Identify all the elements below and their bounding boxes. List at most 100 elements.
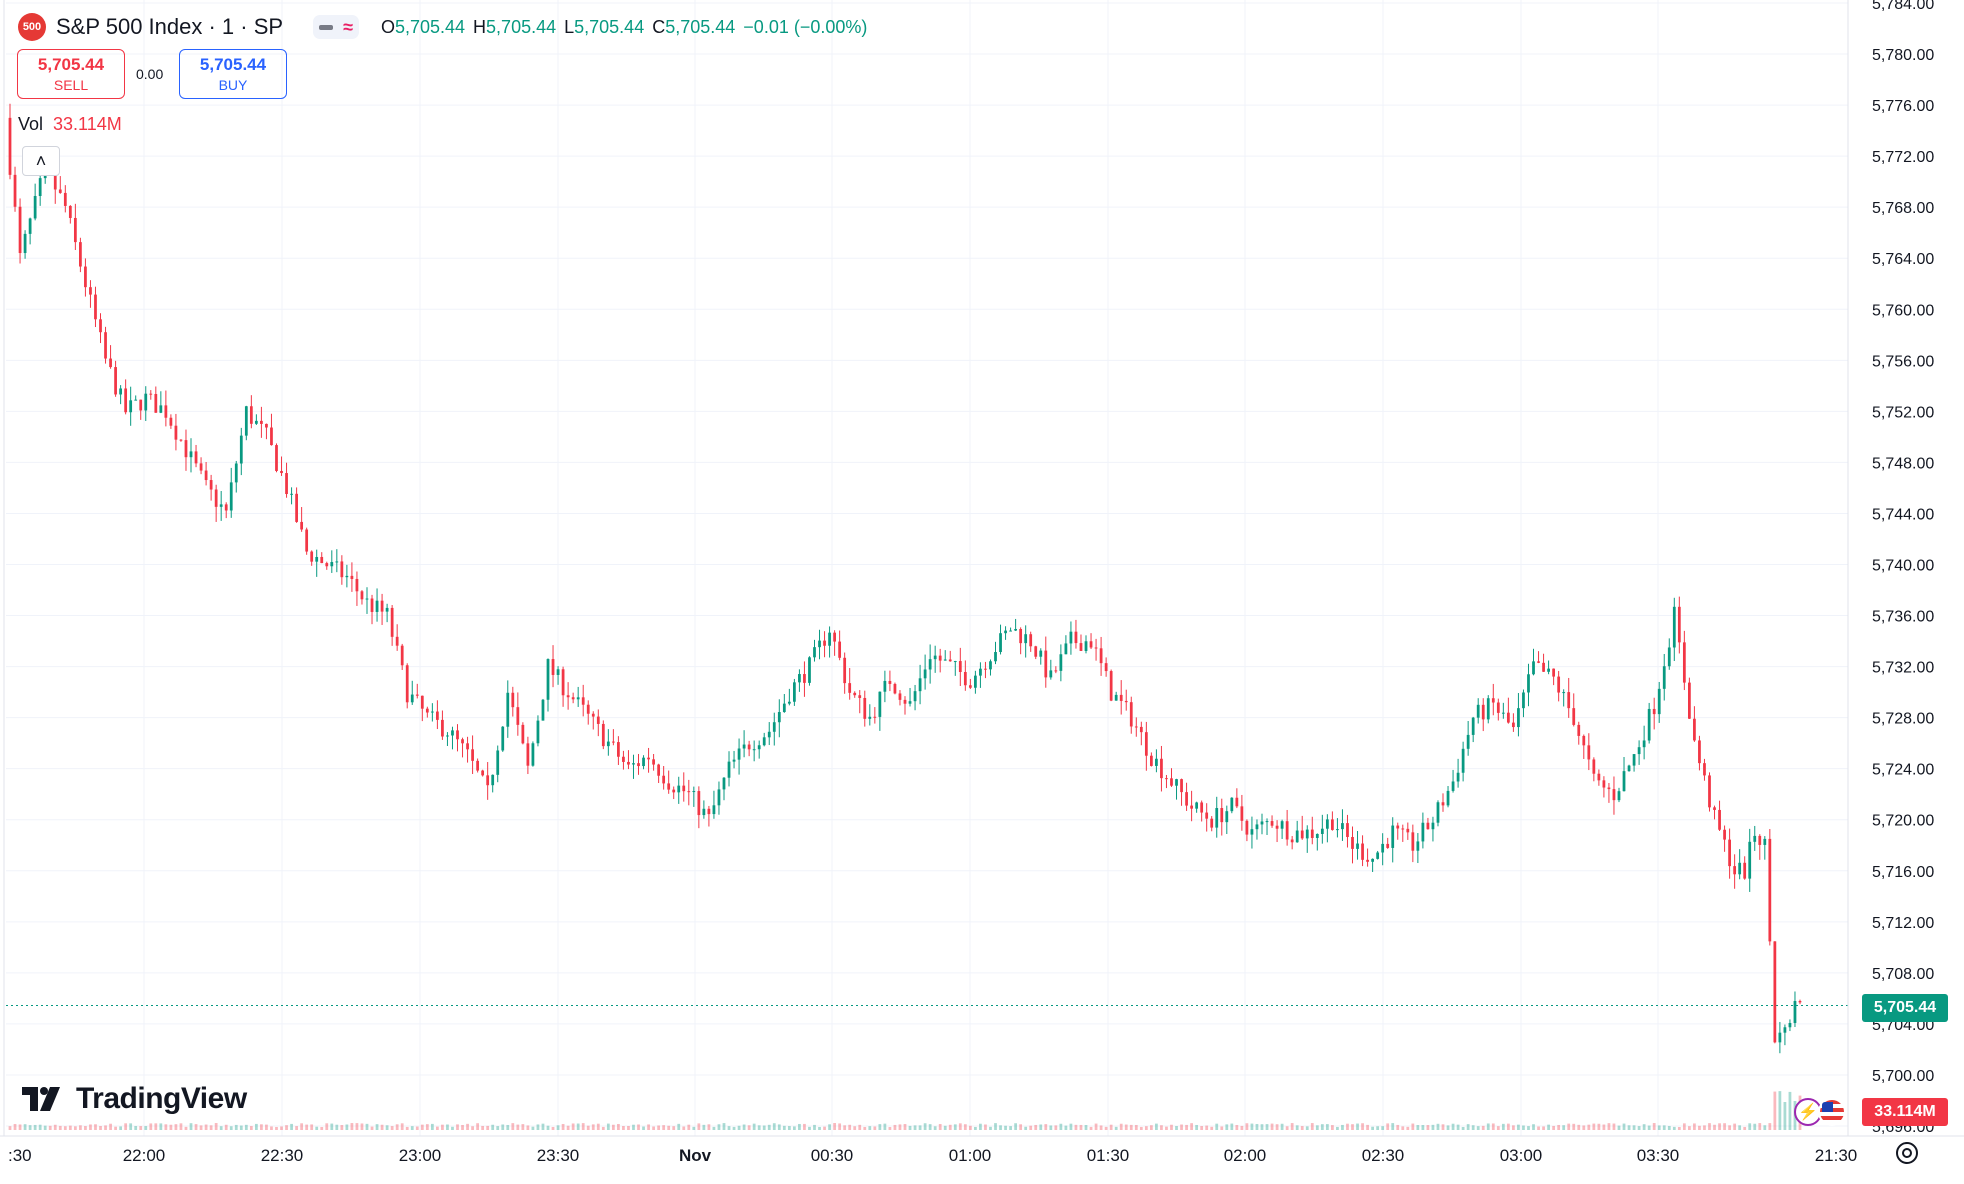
candle-body — [752, 749, 756, 751]
candle-body — [848, 683, 852, 693]
volume-bar — [1547, 1124, 1550, 1130]
minus-icon[interactable] — [319, 24, 334, 30]
candle-body — [1331, 819, 1334, 830]
volume-bar — [1069, 1123, 1073, 1130]
volume-bar — [908, 1125, 912, 1130]
volume-bar — [813, 1124, 816, 1130]
candle-body — [244, 406, 248, 436]
volume-bar — [1491, 1123, 1495, 1130]
candle-body — [1461, 748, 1465, 773]
candle-body — [1411, 832, 1415, 851]
candle-body — [818, 640, 821, 648]
candle-body — [491, 774, 495, 786]
volume-bar — [692, 1126, 696, 1130]
candle-body — [1114, 694, 1118, 701]
volume-bar — [275, 1126, 278, 1130]
volume-legend[interactable]: Vol 33.114M — [18, 114, 122, 135]
volume-bar — [209, 1125, 213, 1130]
collapse-legend-button[interactable]: ˄ — [22, 146, 60, 176]
volume-bar — [596, 1123, 600, 1130]
indicator-toggle[interactable]: ≈ — [313, 15, 359, 39]
volume-bar — [883, 1123, 887, 1130]
candle-body — [843, 657, 847, 684]
volume-bar — [1240, 1125, 1244, 1130]
volume-bar — [18, 1124, 22, 1130]
volume-bar — [999, 1125, 1002, 1130]
volume-bar — [1506, 1123, 1510, 1130]
candle-body — [1426, 822, 1430, 830]
candle-body — [33, 196, 37, 219]
volume-bar — [1024, 1126, 1028, 1130]
candle-body — [441, 719, 444, 737]
tradingview-logo[interactable]: TradingView — [22, 1082, 247, 1116]
candle-body — [1124, 700, 1128, 703]
volume-bar — [868, 1126, 872, 1130]
candle-body — [1019, 628, 1023, 644]
symbol-logo-icon[interactable]: 500 — [18, 13, 46, 41]
x-tick-label: 00:30 — [811, 1146, 854, 1165]
candle-body — [290, 493, 293, 495]
y-tick-label: 5,780.00 — [1872, 47, 1934, 64]
volume-bar — [1004, 1125, 1007, 1130]
volume-bar — [425, 1124, 429, 1130]
volume-bar — [1647, 1125, 1651, 1130]
volume-bar — [471, 1126, 474, 1130]
volume-bar — [637, 1124, 640, 1130]
volume-bar — [1637, 1126, 1641, 1130]
volume-bar — [63, 1126, 67, 1130]
candle-body — [1657, 688, 1661, 715]
symbol-title[interactable]: S&P 500 Index · 1 · SP — [56, 14, 284, 39]
volume-bar — [1200, 1126, 1204, 1130]
candle-body — [28, 218, 32, 234]
y-tick-label: 5,720.00 — [1872, 813, 1934, 830]
volume-bar — [1386, 1123, 1390, 1130]
candle-body — [415, 694, 419, 696]
candle-body — [430, 711, 434, 713]
volume-bar — [697, 1123, 701, 1130]
candle-body — [229, 482, 233, 511]
volume-bar — [1270, 1123, 1274, 1130]
volume-bar — [260, 1124, 263, 1130]
volume-bar — [1295, 1125, 1299, 1130]
volume-bar — [948, 1124, 952, 1130]
sell-button[interactable]: 5,705.44 SELL — [17, 49, 125, 99]
candle-body — [390, 607, 394, 637]
ohlc-close-key: C — [652, 16, 666, 37]
volume-bar — [989, 1126, 992, 1130]
candle-body — [8, 117, 12, 175]
candle-body — [1587, 745, 1591, 760]
candle-body — [1361, 843, 1364, 860]
volume-bar — [747, 1125, 751, 1130]
candle-body — [1788, 1022, 1792, 1028]
volume-bar — [1084, 1125, 1088, 1130]
volume-bar — [1753, 1123, 1757, 1130]
volume-bar — [1788, 1091, 1792, 1130]
candle-body — [446, 735, 449, 737]
candle-body — [1682, 642, 1686, 683]
volume-bar — [456, 1124, 459, 1130]
volume-bar — [717, 1124, 721, 1130]
candle-body — [767, 731, 771, 738]
candle-body — [506, 692, 510, 727]
candle-body — [1738, 862, 1742, 875]
candle-body — [1592, 759, 1596, 774]
approx-icon[interactable]: ≈ — [343, 16, 353, 37]
volume-bar — [1119, 1123, 1123, 1130]
candle-body — [129, 400, 133, 413]
chart-header: 500 S&P 500 Index · 1 · SP ≈ O5,705.44 H… — [18, 12, 867, 42]
candle-body — [73, 217, 77, 243]
buy-button[interactable]: 5,705.44 BUY — [179, 49, 287, 99]
candle-body — [647, 757, 650, 760]
settings-icon[interactable] — [1896, 1142, 1918, 1164]
buy-label: BUY — [218, 77, 248, 93]
us-flag-icon[interactable] — [1818, 1098, 1846, 1126]
candle-body — [1617, 791, 1621, 801]
volume-bar — [1471, 1125, 1475, 1130]
volume-bar — [280, 1126, 283, 1130]
volume-bar — [1587, 1124, 1591, 1130]
candle-body — [642, 757, 645, 767]
candle-body — [1662, 666, 1666, 689]
